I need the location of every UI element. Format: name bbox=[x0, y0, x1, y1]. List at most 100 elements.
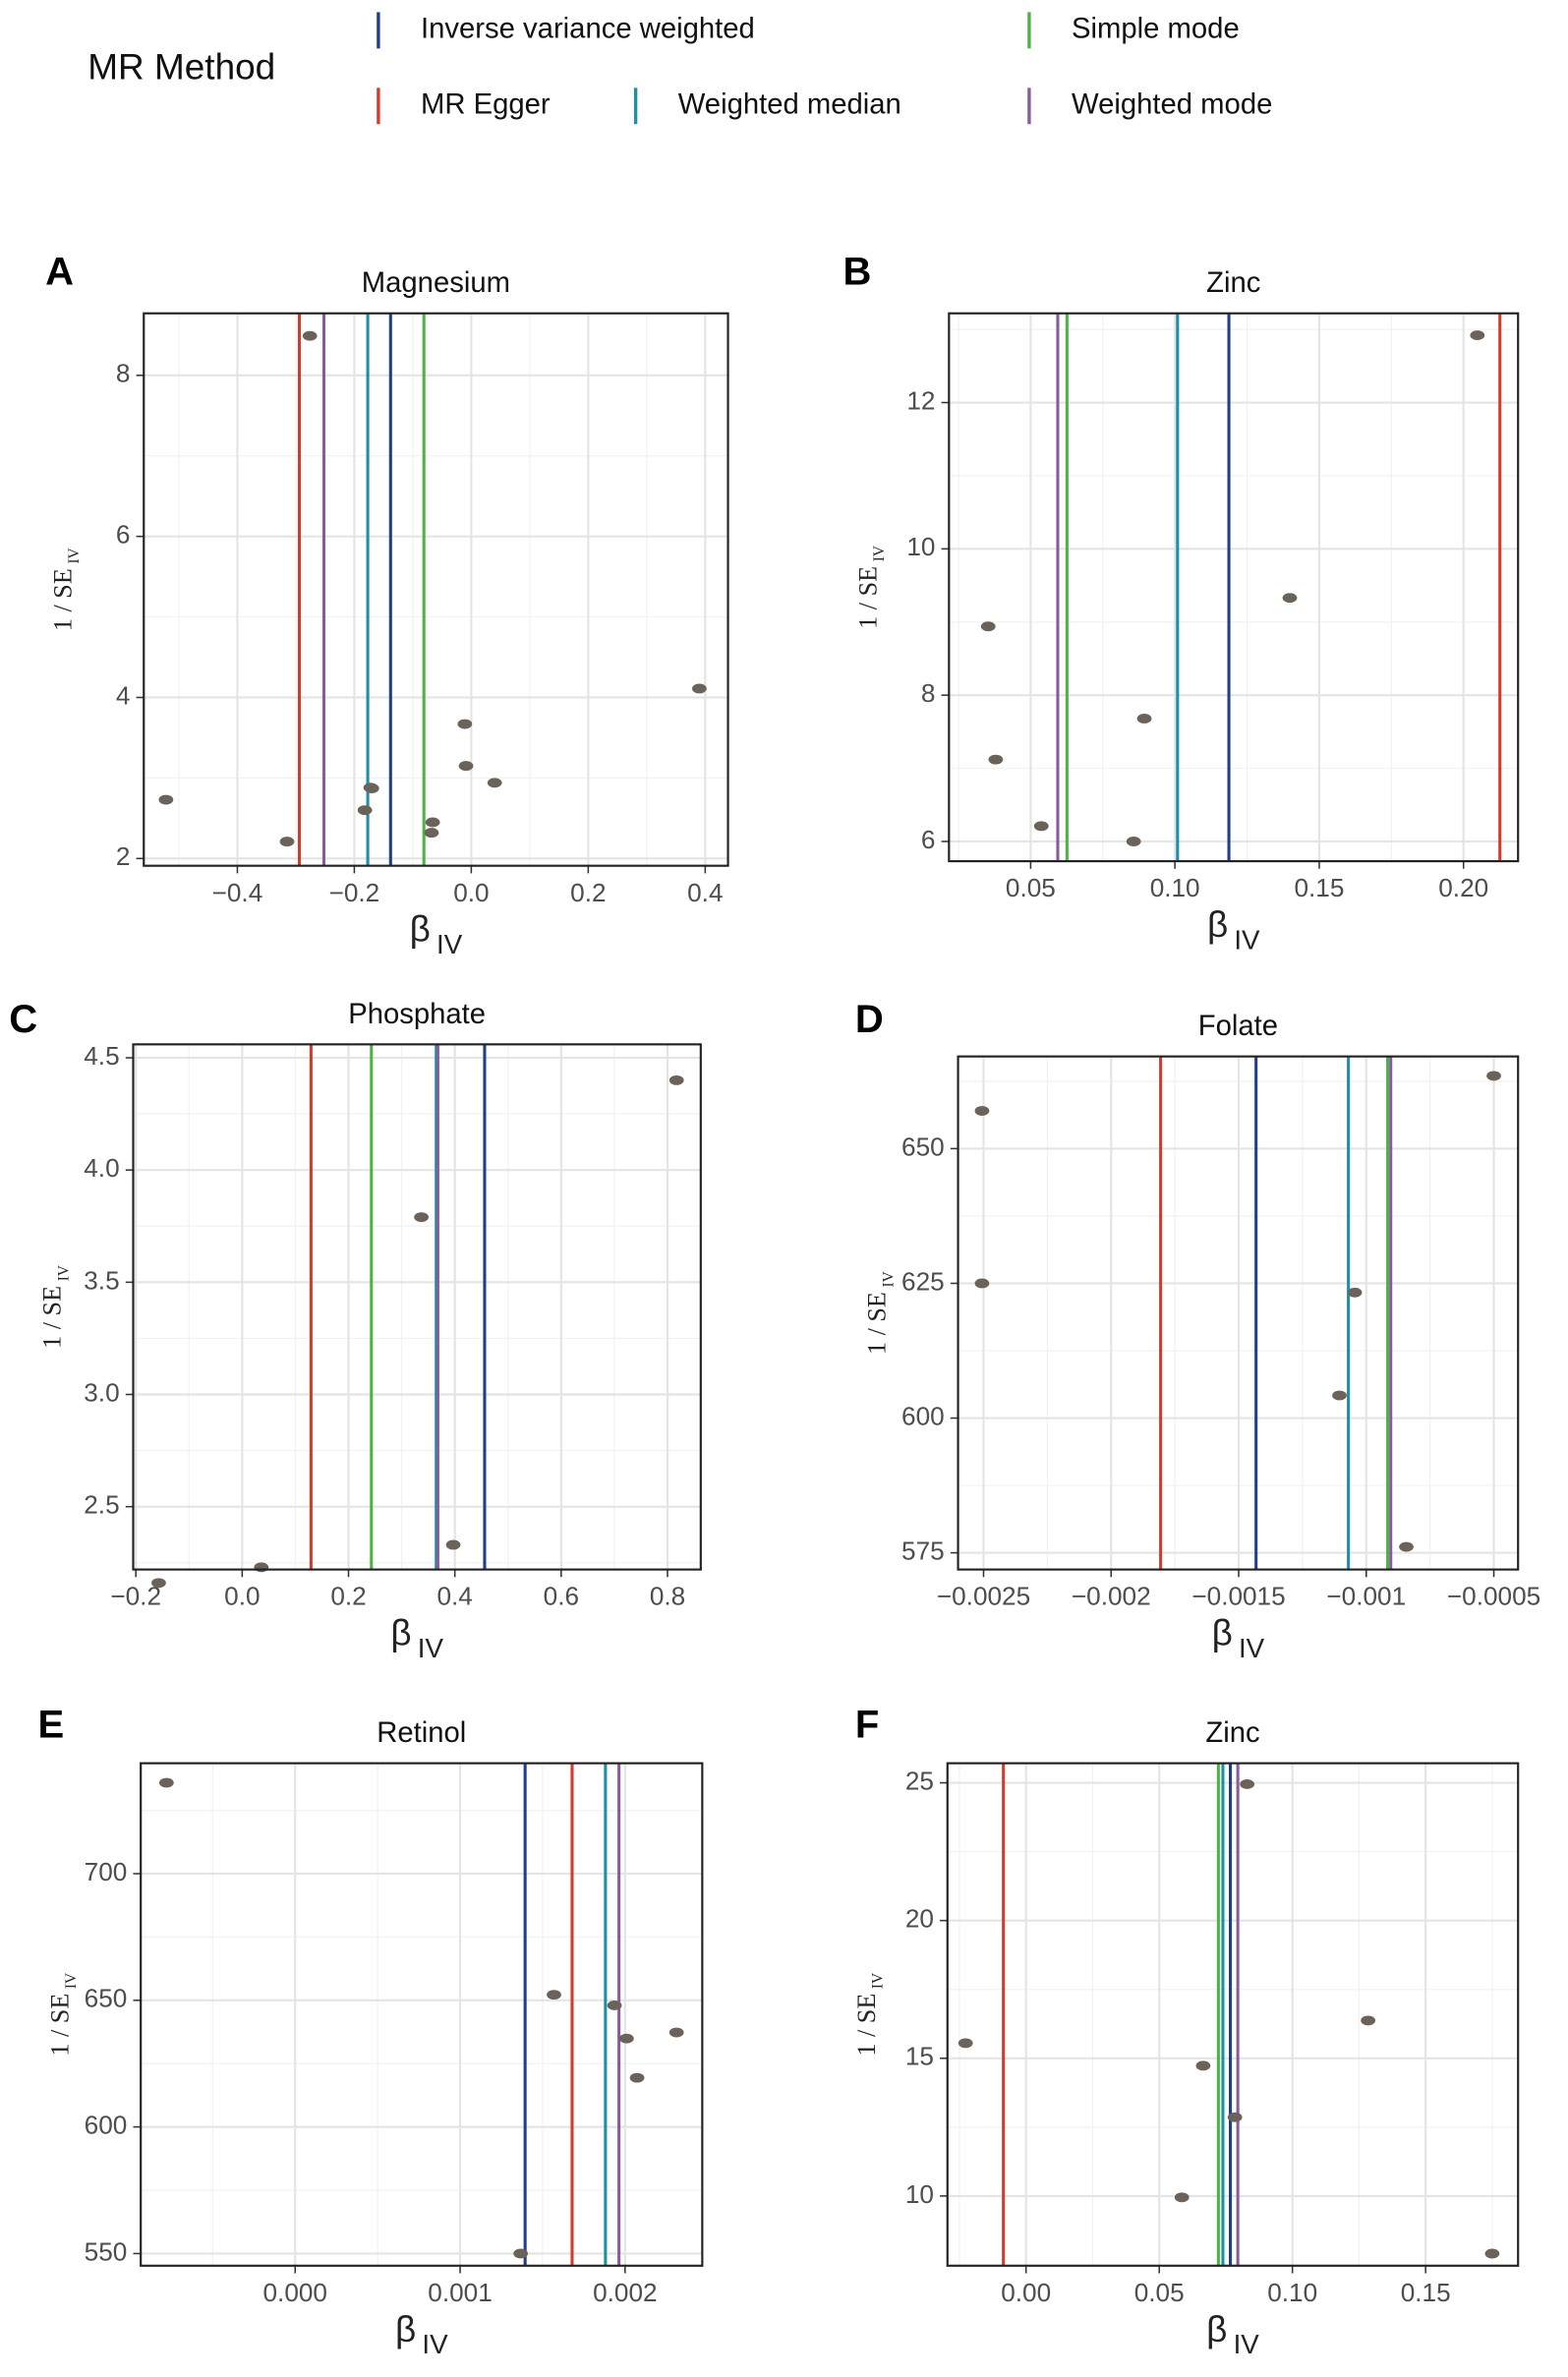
panel-letter: A bbox=[45, 250, 74, 293]
x-tick-label: 0.6 bbox=[544, 1582, 579, 1611]
plot-border bbox=[948, 312, 1520, 863]
point bbox=[1470, 330, 1485, 340]
plot-background bbox=[141, 1763, 703, 2266]
point bbox=[618, 2033, 634, 2044]
point bbox=[1227, 2112, 1243, 2122]
x-tick-label: 0.2 bbox=[330, 1582, 366, 1611]
legend-label: Weighted mode bbox=[1072, 89, 1272, 121]
x-tick-label: −0.2 bbox=[110, 1582, 161, 1611]
y-tick-label: 650 bbox=[901, 1131, 945, 1161]
point bbox=[424, 828, 439, 839]
point bbox=[668, 2027, 684, 2038]
point bbox=[958, 2038, 973, 2049]
point bbox=[1174, 2192, 1190, 2203]
panel-letter: F bbox=[855, 1703, 879, 1746]
y-axis-label: 1 / SE IV bbox=[863, 1271, 898, 1355]
y-axis-label: 1 / SE IV bbox=[852, 1973, 887, 2057]
y-axis-label: 1 / SE IV bbox=[48, 548, 83, 631]
point bbox=[1361, 2015, 1376, 2026]
y-tick-label: 4.5 bbox=[84, 1041, 119, 1071]
panel-title: Folate bbox=[1198, 1011, 1278, 1042]
y-axis-label: 1 / SE IV bbox=[38, 1265, 73, 1349]
x-tick-label: 0.15 bbox=[1294, 873, 1344, 902]
point bbox=[1347, 1287, 1363, 1298]
panel-letter: B bbox=[843, 250, 872, 293]
plot-border bbox=[140, 1762, 704, 2267]
point bbox=[547, 1990, 561, 2000]
point bbox=[457, 719, 473, 729]
point bbox=[1399, 1541, 1414, 1552]
plot-border bbox=[946, 1762, 1520, 2267]
x-axis-label-main: β bbox=[410, 909, 431, 950]
y-axis-label-main: 1 / SE bbox=[853, 566, 882, 629]
x-axis-label: β IV bbox=[410, 909, 463, 959]
x-tick-label: 0.10 bbox=[1150, 873, 1200, 902]
x-tick-label: 0.00 bbox=[1001, 2278, 1051, 2307]
x-axis-label-main: β bbox=[390, 1613, 411, 1653]
x-axis-label: β IV bbox=[1206, 2309, 1259, 2359]
y-axis-label-main: 1 / SE bbox=[863, 1292, 892, 1355]
x-axis-label-main: β bbox=[1206, 2309, 1227, 2349]
y-axis-label-main: 1 / SE bbox=[48, 568, 77, 631]
point bbox=[1240, 1779, 1255, 1789]
x-tick-label: −0.0025 bbox=[937, 1582, 1030, 1611]
y-tick-label: 6 bbox=[116, 520, 131, 550]
panel: −0.2 0.0 0.2 0.4 0.6 0.8 2.5 3.0 3.5 4.0 4.5 Phosph… bbox=[9, 998, 702, 1663]
panel-title: Zinc bbox=[1205, 1717, 1259, 1749]
x-axis-label-sub: IV bbox=[418, 1633, 444, 1663]
y-tick-label: 25 bbox=[905, 1766, 934, 1795]
y-tick-label: 625 bbox=[901, 1266, 945, 1296]
point bbox=[1033, 821, 1049, 832]
y-axis-label: 1 / SE IV bbox=[45, 1973, 80, 2057]
x-tick-label: 0.05 bbox=[1006, 873, 1056, 902]
x-tick-label: 0.002 bbox=[593, 2278, 657, 2307]
panel-letter: C bbox=[9, 998, 37, 1041]
plot-background bbox=[949, 313, 1519, 862]
x-tick-label: 0.4 bbox=[687, 878, 723, 907]
x-axis-label-main: β bbox=[1212, 1613, 1233, 1653]
y-tick-label: 12 bbox=[906, 385, 935, 415]
panel-title: Magnesium bbox=[362, 267, 510, 299]
legend-label: Weighted median bbox=[678, 89, 901, 121]
y-axis-label-sub: IV bbox=[55, 1265, 72, 1281]
y-tick-label: 20 bbox=[905, 1904, 934, 1934]
point bbox=[974, 1278, 990, 1289]
point bbox=[425, 817, 440, 828]
x-tick-label: −0.2 bbox=[329, 878, 380, 907]
point bbox=[629, 2072, 645, 2083]
panel-title: Zinc bbox=[1206, 267, 1260, 299]
y-tick-label: 15 bbox=[905, 2042, 934, 2071]
x-axis-label: β IV bbox=[1207, 904, 1260, 955]
plot-background bbox=[144, 313, 728, 866]
legend-label: Simple mode bbox=[1072, 14, 1240, 45]
point bbox=[1486, 1071, 1501, 1081]
x-axis-label: β IV bbox=[390, 1613, 443, 1663]
x-tick-label: −0.002 bbox=[1072, 1582, 1151, 1611]
y-tick-label: 10 bbox=[905, 2179, 934, 2209]
y-tick-label: 2.5 bbox=[84, 1490, 119, 1520]
y-axis-label-sub: IV bbox=[880, 1271, 897, 1287]
y-axis-label: 1 / SE IV bbox=[853, 546, 888, 629]
y-axis-label-main: 1 / SE bbox=[45, 1994, 74, 2057]
x-axis-label-sub: IV bbox=[1234, 2329, 1260, 2359]
point bbox=[668, 1074, 684, 1085]
x-tick-label: 0.0 bbox=[224, 1582, 260, 1611]
point bbox=[254, 1562, 269, 1573]
x-tick-label: 0.001 bbox=[428, 2278, 492, 2307]
x-axis-label-sub: IV bbox=[1234, 924, 1260, 955]
panel-title: Retinol bbox=[377, 1717, 466, 1749]
point bbox=[974, 1106, 990, 1116]
panel-letter: E bbox=[37, 1703, 64, 1746]
y-tick-label: 8 bbox=[921, 678, 936, 708]
y-tick-label: 4.0 bbox=[84, 1153, 119, 1183]
y-axis-label-main: 1 / SE bbox=[38, 1286, 67, 1349]
point bbox=[1332, 1390, 1347, 1401]
point bbox=[1282, 593, 1298, 604]
x-tick-label: −0.0015 bbox=[1191, 1582, 1285, 1611]
x-tick-label: 0.4 bbox=[436, 1582, 472, 1611]
